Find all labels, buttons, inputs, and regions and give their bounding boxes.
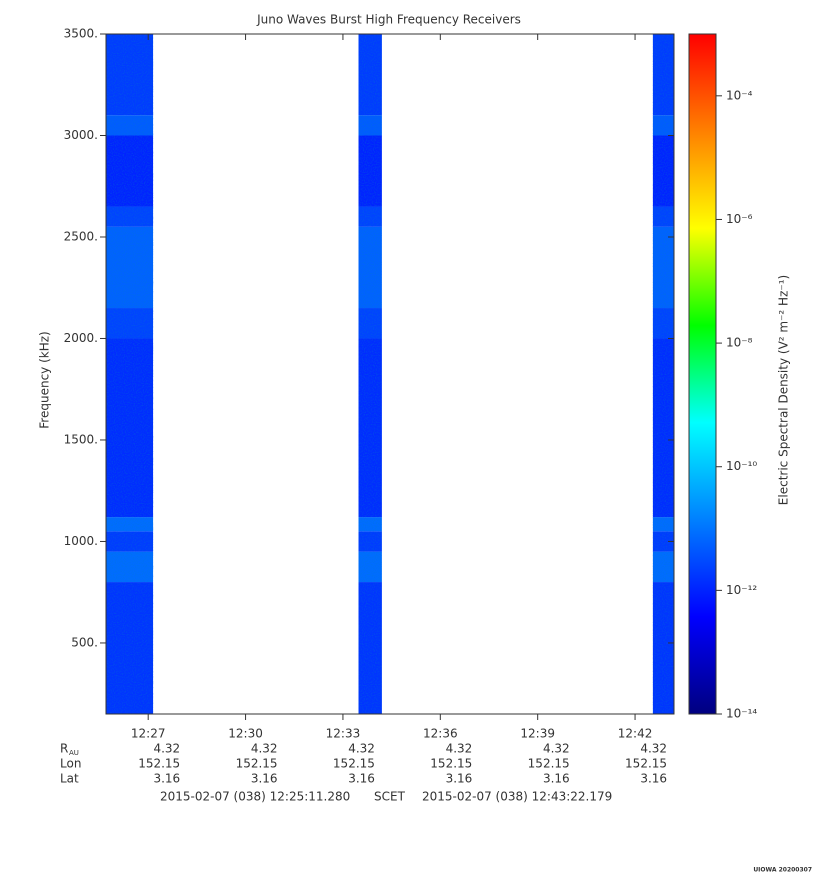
speckle-texture (106, 34, 154, 714)
ephemeris-label: Lat (60, 772, 79, 786)
ephemeris-label: R (60, 742, 68, 756)
ephemeris-value: 152.15 (528, 757, 570, 771)
ephemeris-value: 4.32 (153, 742, 180, 756)
speckle-texture (358, 34, 382, 714)
colorbar-tick-label: 10⁻¹⁴ (726, 707, 757, 721)
colorbar-label: Electric Spectral Density (V² m⁻² Hz⁻¹) (777, 275, 791, 505)
x-tick-label: 12:30 (228, 727, 263, 741)
ephemeris-value: 152.15 (138, 757, 180, 771)
ephemeris-value: 3.16 (446, 772, 473, 786)
colorbar (688, 33, 717, 715)
y-tick-label: 1500. (64, 432, 98, 446)
ephemeris-value: 152.15 (430, 757, 472, 771)
colorbar-tick-label: 10⁻¹² (726, 583, 757, 597)
y-axis-label: Frequency (kHz) (38, 331, 52, 428)
footer-end: 2015-02-07 (038) 12:43:22.179 (422, 790, 612, 804)
ephemeris-value: 152.15 (236, 757, 278, 771)
ephemeris-value: 4.32 (543, 742, 570, 756)
y-tick-label: 2500. (64, 229, 98, 243)
x-tick-label: 12:33 (326, 727, 361, 741)
chart-title: Juno Waves Burst High Frequency Receiver… (256, 13, 521, 27)
ephemeris-label-sub: AU (69, 749, 79, 757)
ephemeris-value: 3.16 (640, 772, 667, 786)
y-tick-label: 3500. (64, 27, 98, 41)
corner-label: UIOWA 20200307 (753, 867, 812, 874)
y-tick-label: 500. (71, 635, 98, 649)
colorbar-tick-label: 10⁻⁶ (726, 212, 753, 226)
ephemeris-value: 3.16 (348, 772, 375, 786)
ephemeris-value: 152.15 (333, 757, 375, 771)
ephemeris-value: 4.32 (446, 742, 473, 756)
x-tick-label: 12:39 (520, 727, 555, 741)
x-tick-label: 12:42 (618, 727, 653, 741)
ephemeris-value: 152.15 (625, 757, 667, 771)
plot-frame (105, 33, 675, 715)
footer-start: 2015-02-07 (038) 12:25:11.280 (160, 790, 350, 804)
x-tick-label: 12:36 (423, 727, 458, 741)
colorbar-tick-label: 10⁻¹⁰ (726, 459, 757, 473)
colorbar-tick-label: 10⁻⁸ (726, 336, 753, 350)
ephemeris-value: 4.32 (251, 742, 278, 756)
ephemeris-value: 4.32 (640, 742, 667, 756)
y-tick-label: 3000. (64, 128, 98, 142)
footer-middle: SCET (374, 790, 406, 804)
ephemeris-value: 3.16 (251, 772, 278, 786)
ephemeris-value: 3.16 (153, 772, 180, 786)
speckle-texture (652, 34, 674, 714)
ephemeris-value: 4.32 (348, 742, 375, 756)
ephemeris-value: 3.16 (543, 772, 570, 786)
x-tick-label: 12:27 (131, 727, 166, 741)
ephemeris-label: Lon (60, 757, 81, 771)
colorbar-tick-label: 10⁻⁴ (726, 88, 753, 102)
y-tick-label: 2000. (64, 331, 98, 345)
y-tick-label: 1000. (64, 534, 98, 548)
